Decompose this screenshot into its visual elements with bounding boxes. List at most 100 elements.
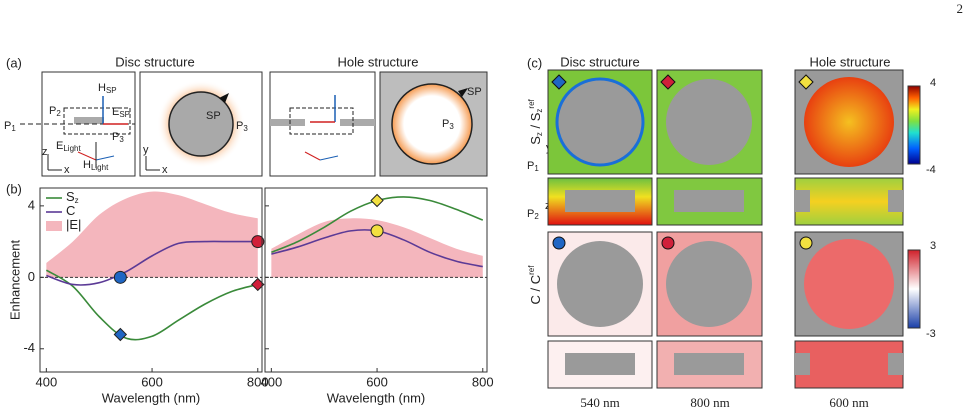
- film: [888, 353, 903, 375]
- disc: [557, 241, 643, 327]
- axis-label: y: [143, 144, 149, 156]
- legend-text: |E|: [66, 217, 81, 232]
- area: [46, 191, 258, 278]
- label: P1: [4, 120, 16, 133]
- hole: [804, 77, 894, 167]
- legend-label: C: [66, 203, 75, 218]
- colorbar-tick: -3: [926, 328, 936, 340]
- y-axis-label: C / Cref: [527, 265, 543, 305]
- legend-sub: z: [75, 196, 79, 205]
- arrow: [319, 155, 339, 161]
- panel-title: Hole structure: [810, 54, 891, 69]
- marker: [113, 270, 127, 284]
- marker: [113, 327, 128, 342]
- colorbar-tick: -4: [926, 164, 936, 176]
- legend-swatch: [46, 221, 62, 231]
- x-tick-label: 800: [247, 374, 269, 389]
- label: P3: [442, 118, 454, 131]
- panel-title: Hole structure: [338, 54, 419, 69]
- axis-label: x: [64, 164, 70, 176]
- x-axis-label: Wavelength (nm): [327, 390, 426, 405]
- wavelength-label: 540 nm: [580, 395, 619, 410]
- x-axis-label: Wavelength (nm): [102, 390, 201, 405]
- field-map: [794, 340, 904, 389]
- arrow: [304, 151, 321, 161]
- panel-title: Disc structure: [115, 54, 194, 69]
- x-tick-label: 800: [472, 374, 494, 389]
- wavelength-label: 800 nm: [690, 395, 729, 410]
- marker-icon: [551, 74, 567, 90]
- wavelength-label: 600 nm: [829, 395, 868, 410]
- marker: [251, 277, 265, 292]
- legend-label: Sz: [66, 189, 79, 205]
- panel-title: Disc structure: [560, 54, 639, 69]
- colorbar-tick: 4: [930, 77, 936, 89]
- axis-label: x: [162, 164, 168, 176]
- arrow: [95, 155, 115, 161]
- y-tick-label: 4: [28, 197, 35, 212]
- marker-icon: [552, 236, 566, 250]
- region: [63, 107, 131, 135]
- page-number: 2: [957, 1, 964, 16]
- plot-frame: [264, 187, 488, 373]
- axis-label: z: [42, 146, 48, 158]
- label: P3: [112, 131, 124, 144]
- region: [289, 107, 354, 135]
- film: [888, 190, 903, 212]
- marker: [370, 224, 384, 238]
- legend-text: S: [66, 189, 75, 204]
- panel-label: (b): [6, 181, 22, 196]
- arrowhead: [458, 88, 468, 97]
- x-tick-label: 600: [366, 374, 388, 389]
- colorbar-tick: 3: [930, 240, 936, 252]
- plot-frame: [39, 187, 263, 373]
- line: [46, 240, 258, 286]
- x-tick-label: 400: [35, 374, 57, 389]
- marker-icon: [798, 74, 814, 90]
- disc: [168, 91, 234, 157]
- label: SP: [467, 86, 482, 98]
- marker: [370, 193, 384, 208]
- film: [795, 190, 810, 212]
- x-tick-label: 600: [141, 374, 163, 389]
- label: ESP: [112, 106, 130, 119]
- disc: [74, 117, 104, 124]
- marker: [251, 235, 265, 249]
- legend-label: |E|: [66, 217, 81, 232]
- label: P1: [527, 160, 539, 173]
- label: HLight: [83, 159, 109, 172]
- label: P2: [49, 105, 61, 118]
- y-tick-label: -4: [23, 340, 35, 355]
- legend-text: C: [66, 203, 75, 218]
- panel-label: (c): [527, 55, 542, 70]
- disc: [555, 77, 645, 167]
- disc: [666, 241, 752, 327]
- colorbar: [907, 249, 921, 329]
- marker-icon: [799, 236, 813, 250]
- y-axis-label: Enhancement: [7, 240, 22, 321]
- disc: [666, 79, 752, 165]
- x-tick-label: 400: [260, 374, 282, 389]
- hole: [391, 83, 473, 165]
- plots: 400 600 800 -4 0 4 Wavelength (nm) SzC|E| 400 600…: [23, 187, 494, 405]
- line: [45, 269, 258, 341]
- film: [795, 353, 810, 375]
- disc: [565, 353, 635, 375]
- panel-label: (a): [6, 55, 22, 70]
- disc: [565, 190, 635, 212]
- hole: [804, 239, 894, 329]
- label: P3: [236, 120, 248, 133]
- y-tick-label: 0: [28, 269, 35, 284]
- colorbar: [907, 85, 921, 165]
- arrow: [77, 151, 97, 161]
- area: [271, 218, 483, 278]
- y-axis-label: Sz / Szref: [527, 98, 544, 144]
- disc: [674, 190, 744, 212]
- marker-icon: [661, 236, 675, 250]
- label: HSP: [98, 82, 117, 95]
- label: ELight: [56, 140, 81, 153]
- label: SP: [206, 110, 221, 122]
- marker-icon: [660, 74, 676, 90]
